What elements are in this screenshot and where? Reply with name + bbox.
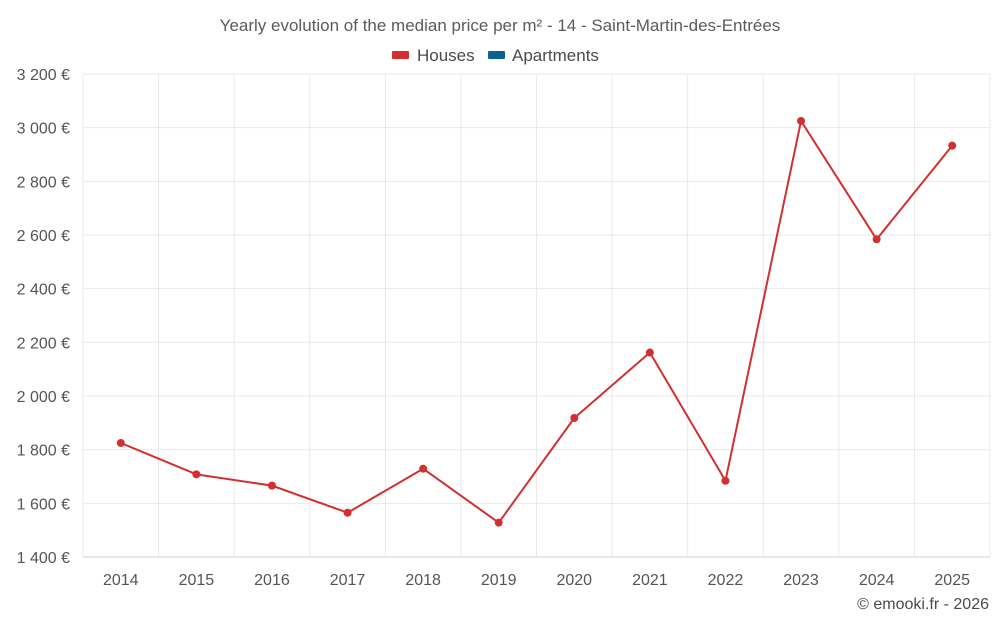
data-point[interactable] [494, 518, 503, 527]
data-point[interactable] [343, 508, 352, 517]
y-tick-label: 2 600 € [17, 228, 70, 245]
credit: © emooki.fr - 2026 [857, 596, 989, 613]
legend: Houses Apartments [392, 46, 599, 65]
data-point[interactable] [872, 235, 881, 244]
data-point[interactable] [419, 464, 428, 473]
series-houses [116, 116, 957, 527]
x-axis: 2014 2015 2016 2017 2018 2019 2020 2021 2022 2023… [103, 572, 970, 589]
x-tick-label: 2025 [934, 572, 970, 589]
data-point[interactable] [645, 348, 654, 357]
legend-swatch-apartments [488, 51, 505, 59]
x-tick-label: 2020 [556, 572, 592, 589]
y-tick-label: 3 200 € [17, 67, 70, 84]
data-point[interactable] [116, 438, 125, 447]
y-tick-label: 1 800 € [17, 443, 70, 460]
y-tick-label: 1 400 € [17, 550, 70, 567]
x-tick-label: 2022 [708, 572, 744, 589]
data-point[interactable] [570, 414, 579, 423]
legend-label-houses[interactable]: Houses [417, 46, 475, 65]
data-point[interactable] [267, 481, 276, 490]
data-point[interactable] [721, 476, 730, 485]
grid [82, 73, 991, 558]
x-tick-label: 2014 [103, 572, 139, 589]
x-tick-label: 2024 [859, 572, 895, 589]
x-tick-label: 2016 [254, 572, 290, 589]
series-line [120, 119, 953, 524]
data-point[interactable] [797, 116, 806, 125]
y-tick-label: 2 000 € [17, 389, 70, 406]
y-tick-label: 3 000 € [17, 121, 70, 138]
data-point[interactable] [948, 141, 957, 150]
y-tick-label: 2 200 € [17, 335, 70, 352]
y-tick-label: 2 800 € [17, 174, 70, 191]
x-tick-label: 2017 [330, 572, 366, 589]
legend-label-apartments[interactable]: Apartments [512, 46, 599, 65]
y-tick-label: 1 600 € [17, 496, 70, 513]
x-tick-label: 2018 [405, 572, 441, 589]
x-tick-label: 2023 [783, 572, 819, 589]
data-point[interactable] [192, 470, 201, 479]
x-tick-label: 2021 [632, 572, 668, 589]
legend-swatch-houses [392, 51, 409, 59]
x-tick-label: 2019 [481, 572, 517, 589]
y-axis: 1 400 € 1 600 € 1 800 € 2 000 € 2 200 € 2 400… [17, 67, 70, 567]
y-tick-label: 2 400 € [17, 282, 70, 299]
chart-title: Yearly evolution of the median price per… [220, 16, 781, 35]
x-tick-label: 2015 [179, 572, 215, 589]
